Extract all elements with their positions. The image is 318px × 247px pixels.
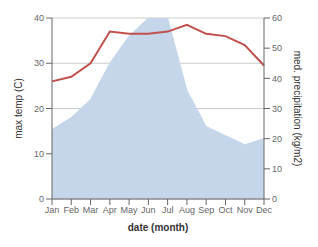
svg-text:40: 40 xyxy=(34,13,44,23)
svg-text:Mar: Mar xyxy=(83,205,99,215)
svg-text:20: 20 xyxy=(272,134,282,144)
svg-text:0: 0 xyxy=(39,194,44,204)
svg-text:30: 30 xyxy=(34,58,44,68)
svg-text:Jun: Jun xyxy=(141,205,156,215)
svg-text:Aug: Aug xyxy=(179,205,195,215)
svg-text:Apr: Apr xyxy=(103,205,117,215)
svg-text:date (month): date (month) xyxy=(128,222,189,233)
svg-text:20: 20 xyxy=(34,104,44,114)
svg-text:max temp (C): max temp (C) xyxy=(13,78,24,139)
svg-text:Dec: Dec xyxy=(256,205,273,215)
svg-text:Jul: Jul xyxy=(162,205,174,215)
svg-text:Sep: Sep xyxy=(198,205,214,215)
svg-text:0: 0 xyxy=(272,194,277,204)
svg-text:40: 40 xyxy=(272,74,282,84)
svg-text:May: May xyxy=(121,205,139,215)
svg-text:60: 60 xyxy=(272,13,282,23)
svg-text:10: 10 xyxy=(34,149,44,159)
svg-text:Nov: Nov xyxy=(237,205,254,215)
svg-text:Jan: Jan xyxy=(45,205,60,215)
svg-text:30: 30 xyxy=(272,104,282,114)
svg-text:Oct: Oct xyxy=(218,205,233,215)
svg-text:Feb: Feb xyxy=(64,205,80,215)
svg-text:10: 10 xyxy=(272,164,282,174)
svg-text:50: 50 xyxy=(272,43,282,53)
svg-text:med. precipitation (kg/m2): med. precipitation (kg/m2) xyxy=(292,51,303,167)
